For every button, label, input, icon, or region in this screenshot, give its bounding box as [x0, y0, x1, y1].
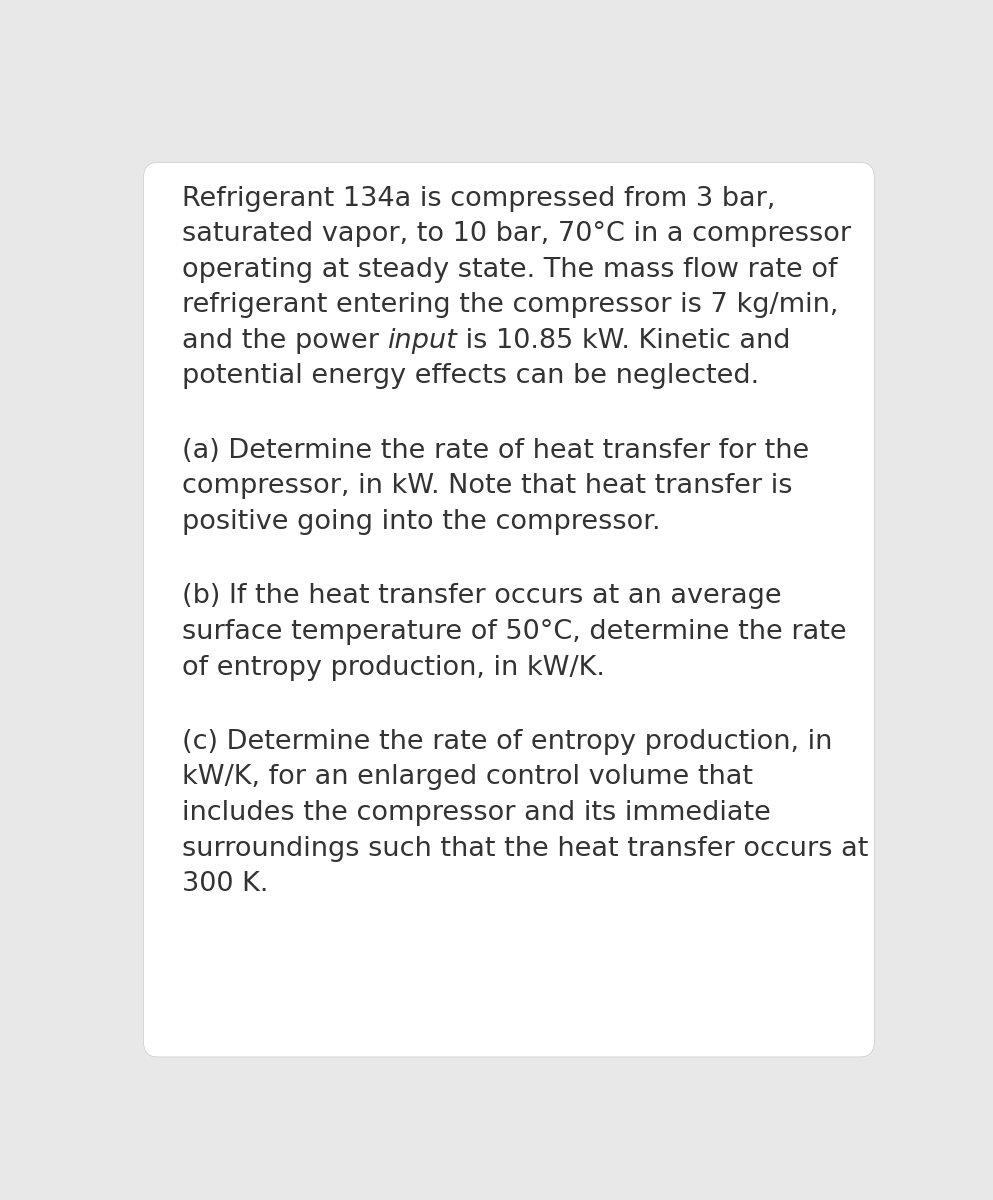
Text: of entropy production, in kW/K.: of entropy production, in kW/K.	[182, 654, 605, 680]
Text: potential energy effects can be neglected.: potential energy effects can be neglecte…	[182, 364, 759, 390]
Text: includes the compressor and its immediate: includes the compressor and its immediat…	[182, 800, 771, 826]
Text: (c) Determine the rate of entropy production, in: (c) Determine the rate of entropy produc…	[182, 728, 832, 755]
Text: operating at steady state. The mass flow rate of: operating at steady state. The mass flow…	[182, 257, 837, 283]
Text: Refrigerant 134a is compressed from 3 bar,: Refrigerant 134a is compressed from 3 ba…	[182, 186, 776, 211]
Text: (b) If the heat transfer occurs at an average: (b) If the heat transfer occurs at an av…	[182, 583, 781, 610]
Text: 300 K.: 300 K.	[182, 871, 268, 898]
Text: saturated vapor, to 10 bar, 70°C in a compressor: saturated vapor, to 10 bar, 70°C in a co…	[182, 221, 851, 247]
Text: refrigerant entering the compressor is 7 kg/min,: refrigerant entering the compressor is 7…	[182, 293, 838, 318]
Text: surroundings such that the heat transfer occurs at: surroundings such that the heat transfer…	[182, 835, 868, 862]
Text: compressor, in kW. Note that heat transfer is: compressor, in kW. Note that heat transf…	[182, 474, 792, 499]
Text: surface temperature of 50°C, determine the rate: surface temperature of 50°C, determine t…	[182, 619, 846, 644]
Text: positive going into the compressor.: positive going into the compressor.	[182, 509, 660, 535]
FancyBboxPatch shape	[143, 162, 875, 1057]
Text: is 10.85 kW. Kinetic and: is 10.85 kW. Kinetic and	[458, 328, 790, 354]
Text: and the power: and the power	[182, 328, 387, 354]
Text: input: input	[387, 328, 458, 354]
Text: kW/K, for an enlarged control volume that: kW/K, for an enlarged control volume tha…	[182, 764, 753, 791]
Text: (a) Determine the rate of heat transfer for the: (a) Determine the rate of heat transfer …	[182, 438, 809, 464]
